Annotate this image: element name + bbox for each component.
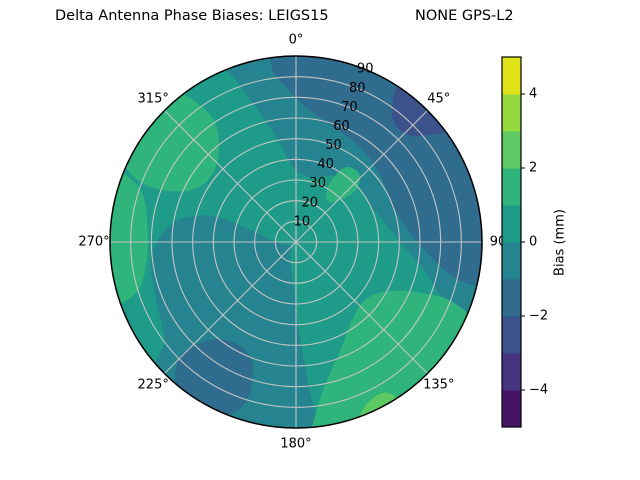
colorbar-tick-label: 4 [529, 87, 537, 102]
radial-tick-label: 40 [317, 157, 334, 172]
colorbar-segment [502, 57, 521, 95]
colorbar-segment [502, 242, 521, 280]
colorbar-segment [502, 390, 521, 428]
colorbar-segment [502, 205, 521, 243]
chart-border [109, 55, 483, 429]
radial-tick-label: 30 [309, 176, 326, 191]
radial-tick-label: 80 [349, 81, 366, 96]
colorbar-segment [502, 316, 521, 354]
angular-tick-label: 135° [423, 377, 454, 392]
angular-tick-label: 180° [280, 437, 311, 452]
radial-tick-label: 50 [325, 138, 342, 153]
colorbar-segment [502, 279, 521, 317]
angular-tick-label: 315° [138, 92, 169, 107]
grid-spoke [164, 110, 297, 243]
radial-tick-label: 10 [294, 214, 311, 229]
polar-grid [110, 56, 482, 428]
colorbar-tick-label: 2 [529, 161, 537, 176]
colorbar-segment [502, 131, 521, 169]
grid-spoke [164, 241, 297, 374]
colorbar-segment [502, 168, 521, 206]
radial-tick-label: 70 [341, 100, 358, 115]
angular-tick-label: 225° [138, 377, 169, 392]
colorbar-segment [502, 353, 521, 391]
chart-title-left: Delta Antenna Phase Biases: LEIGS15 [55, 8, 329, 24]
grid-spoke [295, 110, 428, 243]
radial-tick-label: 90 [357, 62, 374, 77]
colorbar-tick-label: −2 [529, 309, 548, 324]
radial-tick-label: 20 [302, 195, 319, 210]
grid-spoke [295, 241, 428, 374]
angular-tick-label: 45° [427, 92, 450, 107]
colorbar-tick-label: 0 [529, 235, 537, 250]
colorbar-label: Bias (mm) [552, 209, 568, 276]
chart-title-right: NONE GPS-L2 [415, 8, 514, 24]
angular-tick-label: 0° [289, 33, 304, 48]
colorbar-segment [502, 94, 521, 132]
colorbar: 4 2 0 −2 −4 [501, 56, 548, 428]
colorbar-tick-label: −4 [529, 383, 548, 398]
angular-tick-label: 270° [78, 235, 109, 250]
radial-tick-label: 60 [333, 119, 350, 134]
